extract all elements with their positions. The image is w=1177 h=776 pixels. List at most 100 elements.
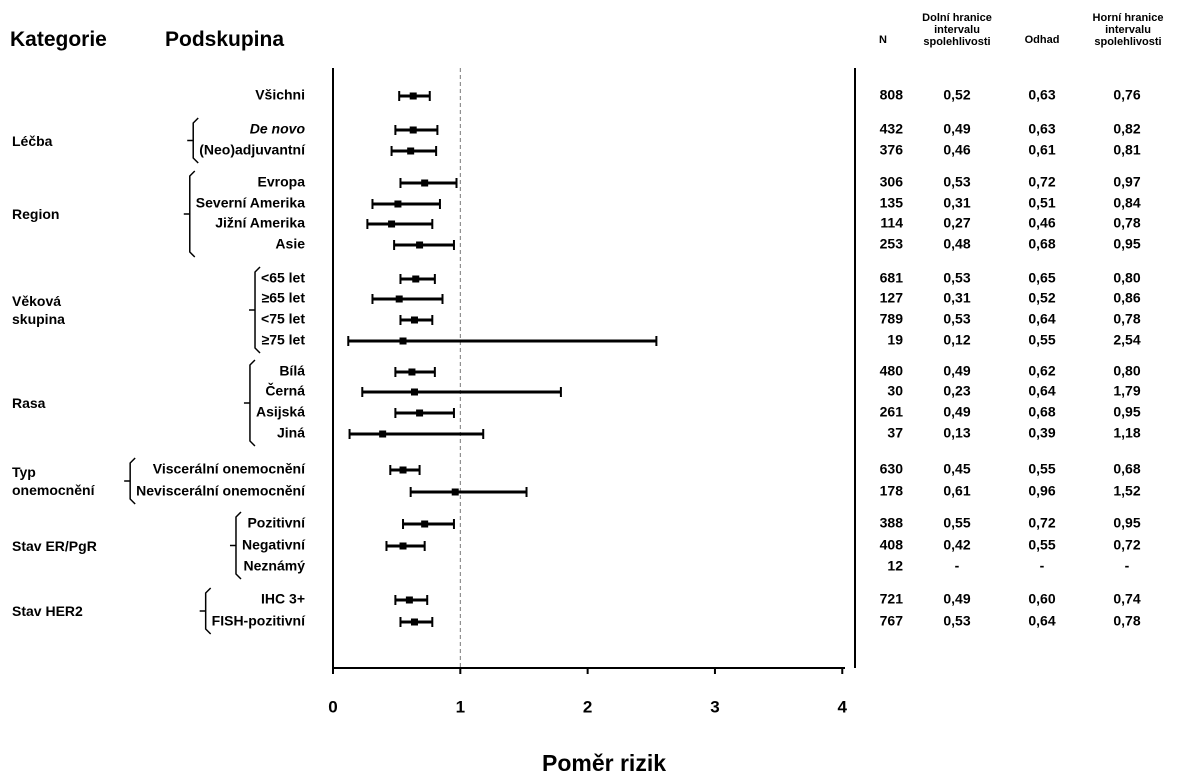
ci-value: 0,46 <box>1028 215 1055 231</box>
ci-value: 0,72 <box>1028 515 1055 531</box>
subgroup-label: (Neo)adjuvantní <box>199 142 306 158</box>
category-label: Rasa <box>12 395 46 411</box>
ci-value: 0,49 <box>943 404 970 420</box>
n-value: 789 <box>880 311 904 327</box>
estimate-marker <box>410 388 418 396</box>
ci-value: 0,31 <box>943 290 970 306</box>
category-label: Region <box>12 206 60 222</box>
estimate-marker <box>421 520 429 528</box>
group-bracket <box>229 511 242 580</box>
estimate-marker <box>407 147 415 155</box>
ci-value: 0,42 <box>943 537 970 553</box>
ci-value: 0,61 <box>943 483 970 499</box>
subgroup-label: Bílá <box>279 363 305 379</box>
ci-value: 0,31 <box>943 195 970 211</box>
x-tick-label: 1 <box>456 697 465 716</box>
ci-value: 0,55 <box>1028 461 1055 477</box>
n-value: 306 <box>880 174 904 190</box>
subgroup-label: Jižní Amerika <box>215 215 305 231</box>
lower-header: Dolní hranice intervalu spolehlivosti <box>922 12 992 48</box>
ci-value: 0,39 <box>1028 425 1055 441</box>
estimate-marker <box>388 220 396 228</box>
subgroup-label: De novo <box>250 121 306 137</box>
subgroup-label: Asie <box>275 236 305 252</box>
ci-value: 0,48 <box>943 236 970 252</box>
ci-value: 0,96 <box>1028 483 1055 499</box>
ci-value: 0,86 <box>1113 290 1140 306</box>
ci-value: 0,68 <box>1028 404 1055 420</box>
estimate-marker <box>410 316 418 324</box>
ci-value: 0,51 <box>1028 195 1055 211</box>
ci-value: 0,78 <box>1113 613 1140 629</box>
ci-value: 0,78 <box>1113 311 1140 327</box>
ci-value: 0,72 <box>1113 537 1140 553</box>
ci-value: 0,63 <box>1028 121 1055 137</box>
ci-value: 1,18 <box>1113 425 1140 441</box>
ci-value: 0,95 <box>1113 236 1140 252</box>
ci-value: 0,80 <box>1113 363 1140 379</box>
estimate-marker <box>410 618 418 626</box>
estimate-marker <box>416 409 424 417</box>
ci-value: 0,12 <box>943 332 970 348</box>
ci-value: 0,84 <box>1113 195 1140 211</box>
subgroup-label: Neznámý <box>244 558 306 574</box>
estimate-marker <box>412 275 420 283</box>
ci-value: 0,97 <box>1113 174 1140 190</box>
group-bracket <box>199 587 212 635</box>
ci-value: 0,63 <box>1028 87 1055 103</box>
ci-value: 1,52 <box>1113 483 1140 499</box>
ci-value: 0,72 <box>1028 174 1055 190</box>
ci-value: 0,53 <box>943 311 970 327</box>
ci-value: 0,95 <box>1113 404 1140 420</box>
n-value: 178 <box>880 483 904 499</box>
group-bracket <box>249 266 261 354</box>
subgroup-label: ≥75 let <box>262 332 306 348</box>
ci-value: 0,55 <box>1028 537 1055 553</box>
subgroup-label: Asijská <box>256 404 305 420</box>
ci-value: 0,27 <box>943 215 970 231</box>
ci-value: 0,53 <box>943 613 970 629</box>
category-label: Typ onemocnění <box>12 464 95 498</box>
category-label: Léčba <box>12 132 53 149</box>
ci-value: 0,74 <box>1113 591 1140 607</box>
n-value: 253 <box>880 236 904 252</box>
ci-value: 0,64 <box>1028 383 1055 399</box>
ci-value: 0,68 <box>1113 461 1140 477</box>
ci-value: 0,78 <box>1113 215 1140 231</box>
ci-value: 0,82 <box>1113 121 1140 137</box>
group-bracket <box>243 359 256 447</box>
ci-value: 0,13 <box>943 425 970 441</box>
n-value: 261 <box>880 404 904 420</box>
ci-value: 0,49 <box>943 363 970 379</box>
ci-value: 0,81 <box>1113 142 1140 158</box>
estimate-marker <box>379 430 387 438</box>
x-tick-label: 2 <box>583 697 592 716</box>
ci-value: - <box>955 558 960 574</box>
subgroup-label: FISH-pozitivní <box>212 613 306 629</box>
estimate-marker <box>399 542 407 550</box>
subgroup-label: <75 let <box>261 311 305 327</box>
n-value: 721 <box>880 591 904 607</box>
category-header: Kategorie <box>10 28 107 51</box>
ci-value: 0,53 <box>943 174 970 190</box>
n-value: 630 <box>880 461 904 477</box>
subgroup-label: Jiná <box>277 425 305 441</box>
n-value: 19 <box>887 332 903 348</box>
ci-value: 0,62 <box>1028 363 1055 379</box>
group-bracket <box>183 170 196 258</box>
estimate-marker <box>405 596 413 604</box>
group-bracket <box>187 117 199 164</box>
n-value: 432 <box>880 121 904 137</box>
subgroup-label: ≥65 let <box>262 290 306 306</box>
estimate-marker <box>395 295 403 303</box>
ci-value: 0,65 <box>1028 270 1055 286</box>
ci-value: - <box>1125 558 1130 574</box>
n-value: 808 <box>880 87 904 103</box>
estimate-marker <box>394 200 402 208</box>
estimate-marker <box>409 92 417 100</box>
estimate-marker <box>416 241 424 249</box>
category-label: Věková skupina <box>12 293 65 327</box>
group-bracket <box>124 457 136 505</box>
